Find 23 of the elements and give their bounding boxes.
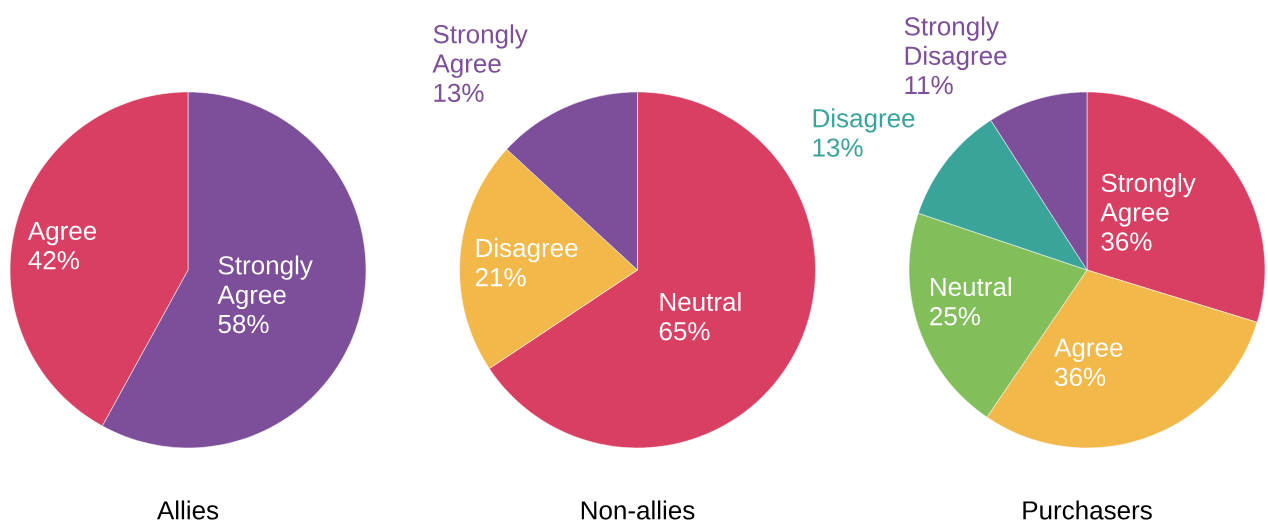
slice-label: Strongly Agree xyxy=(217,255,313,310)
text: Non-allies xyxy=(581,500,695,520)
data-label: 36% xyxy=(1055,367,1106,387)
data-label: 25% xyxy=(930,307,980,326)
slice-label: Strongly Disagree xyxy=(904,16,1007,71)
data-label: 42% xyxy=(28,251,79,270)
text: Allies xyxy=(156,500,219,520)
slice-label: Neutral xyxy=(660,292,741,312)
slice-label: Disagree xyxy=(813,108,915,133)
slice-label: Strongly Agree xyxy=(432,24,528,78)
slice-label: Neutral xyxy=(931,276,1011,297)
text: Purchasers xyxy=(1023,500,1152,520)
slice-label: Disagree xyxy=(476,238,578,263)
data-label: 13% xyxy=(813,138,863,157)
data-label: 21% xyxy=(475,268,526,287)
slice-label: Strongly Agree xyxy=(1100,172,1196,227)
data-label: 11% xyxy=(905,76,953,95)
slice-label: Agree xyxy=(27,221,97,246)
data-label: 65% xyxy=(659,322,710,341)
data-label: 36% xyxy=(1101,232,1152,251)
data-label: 13% xyxy=(434,83,484,103)
data-label: 58% xyxy=(218,314,269,334)
slice-label: Agree xyxy=(1054,338,1123,362)
